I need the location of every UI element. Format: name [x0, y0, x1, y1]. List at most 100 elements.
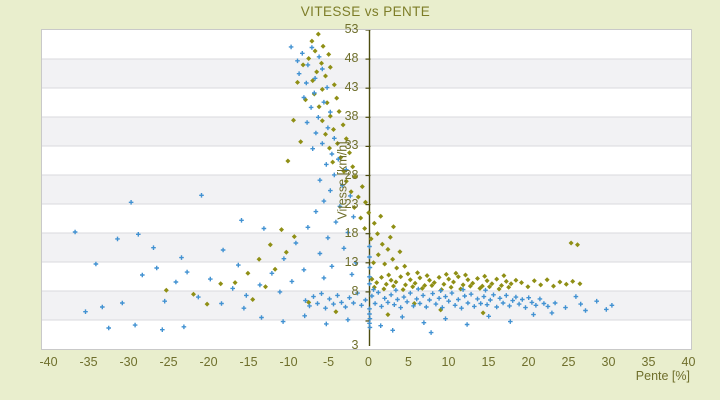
grid-band: [42, 262, 691, 291]
data-point-diamond: [232, 280, 238, 286]
data-point-plus: [333, 219, 339, 225]
data-point-plus: [83, 309, 88, 314]
data-point-plus: [414, 296, 419, 302]
data-point-diamond: [336, 109, 342, 114]
x-tick-label: 20: [521, 355, 536, 369]
data-point-plus: [332, 172, 337, 178]
data-point-plus: [312, 90, 317, 96]
y-tick-label: 53: [344, 22, 359, 36]
data-point-diamond: [465, 277, 471, 283]
data-point-diamond: [475, 276, 480, 281]
data-point-diamond: [385, 312, 391, 318]
data-point-diamond: [250, 297, 256, 302]
data-point-plus: [241, 305, 247, 311]
x-tick-label: 35: [641, 355, 656, 369]
data-point-diamond: [309, 38, 315, 44]
data-point-plus: [393, 287, 399, 293]
data-point-plus: [313, 130, 319, 136]
data-point-diamond: [453, 270, 459, 276]
data-point-plus: [440, 305, 445, 310]
data-point-diamond: [484, 278, 490, 284]
data-point-plus: [421, 320, 427, 325]
data-point-plus: [295, 58, 300, 64]
data-point-plus: [341, 245, 347, 251]
data-point-plus: [323, 305, 328, 311]
data-point-diamond: [519, 280, 524, 286]
data-point-plus: [319, 291, 324, 296]
data-point-diamond: [326, 51, 332, 57]
data-point-plus: [340, 183, 345, 188]
data-point-diamond: [467, 283, 473, 289]
data-point-plus: [388, 292, 394, 298]
x-tick-label: -5: [322, 355, 335, 369]
data-point-plus: [367, 274, 372, 280]
data-point-plus: [321, 198, 327, 204]
data-point-plus: [328, 188, 333, 193]
data-point-diamond: [298, 139, 304, 145]
data-point-plus: [93, 261, 99, 267]
data-point-plus: [304, 120, 310, 125]
data-point-plus: [316, 54, 322, 60]
data-point-diamond: [383, 281, 389, 287]
data-point-plus: [376, 290, 381, 295]
data-point-diamond: [352, 174, 358, 180]
data-point-plus: [302, 313, 307, 319]
data-point-plus: [533, 303, 539, 308]
data-point-plus: [296, 71, 302, 76]
series-blue-points: [72, 44, 615, 335]
data-point-plus: [136, 232, 141, 237]
data-point-diamond: [369, 276, 375, 282]
data-point-diamond: [375, 252, 381, 258]
data-point-diamond: [455, 274, 461, 280]
data-point-diamond: [551, 283, 556, 289]
data-point-diamond: [272, 266, 278, 272]
data-point-plus: [513, 294, 519, 300]
data-point-diamond: [375, 231, 380, 237]
data-point-plus: [452, 303, 458, 308]
data-point-plus: [332, 136, 337, 141]
data-point-diamond: [394, 265, 400, 271]
data-point-plus: [604, 307, 609, 312]
data-point-diamond: [568, 240, 574, 246]
data-point-plus: [417, 301, 423, 306]
data-point-plus: [280, 319, 286, 324]
data-point-plus: [523, 305, 528, 310]
data-point-plus: [301, 267, 307, 273]
data-point-diamond: [412, 280, 418, 286]
x-tick-label: -35: [79, 355, 98, 369]
data-point-plus: [446, 298, 451, 304]
data-point-diamond: [327, 145, 332, 151]
data-point-plus: [277, 289, 283, 295]
data-point-plus: [531, 312, 536, 317]
data-point-plus: [472, 304, 477, 309]
data-point-plus: [179, 255, 184, 260]
grid-band: [42, 59, 691, 88]
data-point-plus: [459, 305, 464, 311]
data-point-plus: [321, 275, 327, 281]
data-point-plus: [220, 247, 226, 253]
data-point-diamond: [310, 78, 316, 84]
data-point-diamond: [422, 283, 428, 288]
data-point-plus: [443, 294, 448, 299]
data-point-diamond: [371, 220, 377, 226]
data-point-plus: [100, 304, 105, 310]
x-tick-label: -10: [279, 355, 298, 369]
data-point-diamond: [359, 184, 365, 190]
x-tick-label: -40: [39, 355, 58, 369]
data-point-diamond: [350, 164, 356, 170]
data-point-diamond: [263, 284, 268, 290]
data-point-diamond: [382, 261, 388, 267]
data-point-diamond: [347, 150, 352, 156]
data-point-plus: [305, 225, 311, 230]
data-point-plus: [385, 300, 391, 305]
data-point-diamond: [415, 270, 420, 276]
data-point-diamond: [397, 249, 403, 255]
data-point-diamond: [335, 141, 340, 146]
data-point-plus: [261, 226, 267, 231]
x-tick-label: 5: [405, 355, 412, 369]
data-point-plus: [504, 293, 509, 298]
data-point-plus: [359, 303, 364, 308]
data-point-diamond: [340, 122, 346, 128]
data-point-plus: [353, 260, 359, 266]
y-axis-title: Vitesse [km/h]: [335, 141, 350, 220]
